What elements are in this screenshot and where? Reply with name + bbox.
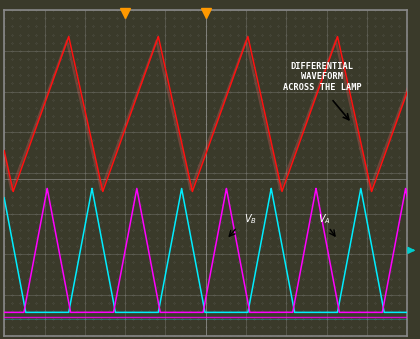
- Text: $V_A$: $V_A$: [318, 213, 331, 226]
- Text: $V_B$: $V_B$: [244, 213, 257, 226]
- Text: DIFFERENTIAL
WAVEFORM
ACROSS THE LAMP: DIFFERENTIAL WAVEFORM ACROSS THE LAMP: [283, 62, 362, 92]
